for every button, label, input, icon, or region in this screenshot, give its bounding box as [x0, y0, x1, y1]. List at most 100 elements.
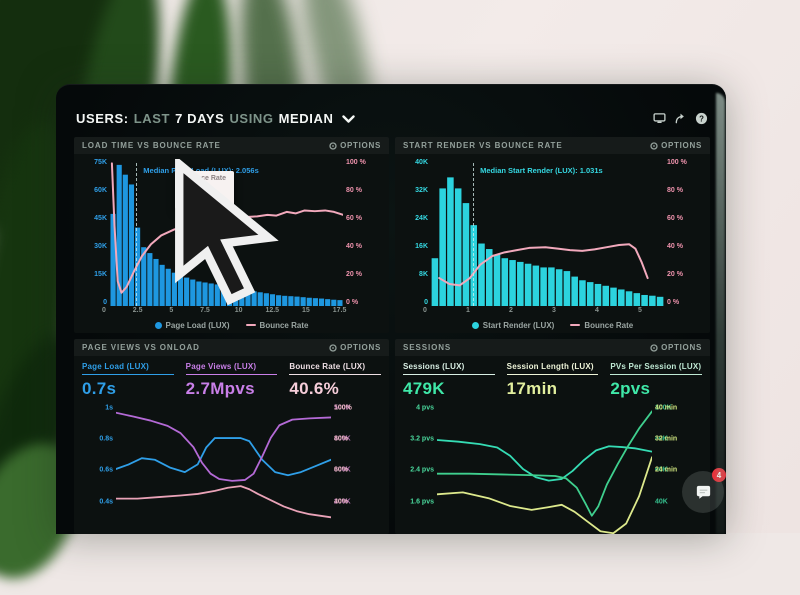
laptop-screen: USERS: LAST 7 DAYS USING MEDIAN [56, 84, 726, 534]
x-tick-label: 4 [594, 307, 599, 314]
load-time-chart: Median Page Load (LUX): 2.056s Bounce Ra… [110, 159, 343, 306]
share-icon[interactable] [674, 112, 687, 125]
legend-label: Bounce Rate [259, 320, 309, 330]
display-icon[interactable] [653, 112, 666, 125]
x-tick-label: 3 [551, 307, 556, 314]
panel-page-views-header: PAGE VIEWS VS ONLOAD OPTIONS [74, 339, 389, 356]
panel-start-render: START RENDER VS BOUNCE RATE OPTIONS 40K 3… [395, 137, 710, 333]
options-gear-icon [329, 141, 337, 150]
help-icon[interactable]: ? [695, 112, 708, 125]
axis-label: 60K [94, 187, 107, 194]
metric-value: 2pvs [610, 379, 651, 398]
x-tick-label: 15 [302, 307, 310, 314]
panel-title: LOAD TIME VS BOUNCE RATE [82, 141, 221, 150]
axis-label: 200K [334, 498, 351, 505]
legend-item: Start Render (LUX) [471, 321, 554, 330]
metrics-row: Page Load (LUX) 0.7s Page Views (LUX) 2.7Mp… [74, 356, 389, 402]
chart-row: 4 pvs 3.2 pvs 2.4 pvs 1.6 pvs 100K 40 min 80K… [395, 402, 710, 534]
options-button[interactable]: OPTIONS [329, 141, 381, 150]
chat-bubble-icon [696, 485, 710, 499]
axis-label: 20 % [667, 271, 683, 278]
axis-label: 15K [94, 271, 107, 278]
legend-line-swatch [570, 324, 581, 326]
legend-item: Bounce Rate [570, 321, 633, 330]
options-button[interactable]: OPTIONS [650, 141, 702, 150]
axis-label: 80% [334, 435, 349, 443]
axis-label: 80K [655, 435, 668, 443]
axis-label: 0 [103, 299, 107, 306]
axis-label: 4 pvs [416, 404, 434, 412]
axis-label: 40% [334, 498, 349, 505]
axis-label: 16K [415, 243, 428, 250]
metric-block: Bounce Rate (LUX) 40.6% [289, 362, 382, 399]
axis-label: 300K [334, 466, 351, 474]
axis-label: 40 % [667, 243, 683, 250]
dashboard: USERS: LAST 7 DAYS USING MEDIAN [74, 105, 710, 534]
x-tick-label: 7.5 [200, 307, 210, 314]
panel-title: START RENDER VS BOUNCE RATE [403, 141, 563, 150]
x-tick-label: 5 [637, 307, 642, 314]
axis-label: 0 % [667, 299, 680, 306]
options-label: OPTIONS [340, 343, 381, 352]
title-prefix: USERS: [76, 110, 129, 126]
axis-label: 3.2 pvs [410, 435, 434, 443]
title-range-label: LAST [133, 110, 171, 126]
axis-label: 0.4s [99, 498, 113, 505]
legend: Start Render (LUX) Bounce Rate [395, 317, 710, 333]
median-dashed-line [473, 163, 475, 306]
legend-label: Bounce Rate [584, 320, 634, 330]
axis-label: 32K [415, 187, 428, 194]
title-range-value: 7 DAYS [175, 110, 225, 126]
header-icons: ? [653, 112, 708, 125]
metric-label: Page Views (LUX) [185, 362, 278, 375]
options-gear-icon [650, 141, 658, 150]
axis-label: 60% [334, 466, 349, 474]
screen-reflection [716, 93, 725, 534]
metric-block: Session Length (LUX) 17min [506, 362, 599, 399]
panel-load-time: LOAD TIME VS BOUNCE RATE OPTIONS 75K 60K 4… [74, 137, 389, 333]
x-tick-label: 12.5 [265, 307, 280, 314]
metrics-row: Sessions (LUX) 479K Session Length (LUX) 17… [395, 356, 710, 402]
axis-label: 30K [94, 243, 107, 250]
panel-sessions: SESSIONS OPTIONS Sessions (LUX) 479K Sessi… [395, 339, 710, 534]
panel-load-time-header: LOAD TIME VS BOUNCE RATE OPTIONS [74, 137, 389, 154]
axis-label: 60 % [667, 215, 683, 222]
axis-label: 80 % [346, 187, 362, 194]
metric-block: Page Load (LUX) 0.7s [82, 362, 174, 399]
chart-row: 1s 0.8s 0.6s 0.4s 500K 100% 400K 80% 300K 60% 200… [74, 402, 389, 534]
legend-label: Page Load (LUX) [165, 320, 230, 330]
sessions-chart [437, 404, 652, 534]
x-axis: 0 1 2 3 4 5 [423, 306, 670, 317]
panel-sessions-header: SESSIONS OPTIONS [395, 339, 710, 356]
mouse-cursor-icon [175, 159, 279, 306]
svg-text:?: ? [699, 114, 704, 123]
options-button[interactable]: OPTIONS [650, 343, 702, 352]
legend: Page Load (LUX) Bounce Rate [74, 317, 389, 333]
axis-label: 100 % [667, 159, 687, 166]
legend-item: Page Load (LUX) [154, 320, 230, 330]
axis-label: 60 % [346, 215, 362, 222]
metric-block: PVs Per Session (LUX) 2pvs [610, 362, 703, 399]
metric-value: 479K [403, 379, 445, 398]
metric-block: Sessions (LUX) 479K [403, 362, 495, 399]
metric-label: Session Length (LUX) [506, 362, 599, 375]
axis-label: 500K [334, 404, 351, 412]
axis-label: 100 % [346, 159, 366, 166]
metric-label: PVs Per Session (LUX) [610, 362, 703, 375]
y-axis-right: 100 % 80 % 60 % 40 % 20 % 0 % [343, 159, 385, 306]
chart-row: 75K 60K 45K 30K 15K 0 Median Page Load (LUX):… [74, 154, 389, 306]
users-range-dropdown[interactable]: USERS: LAST 7 DAYS USING MEDIAN [76, 111, 355, 126]
x-tick-label: 17.5 [332, 307, 347, 314]
axis-label: 100% [334, 404, 352, 412]
axis-label: 75K [94, 159, 107, 166]
axis-label: 1.6 pvs [410, 498, 434, 505]
x-tick-label: 10 [234, 307, 243, 314]
x-tick-label: 2.5 [132, 307, 143, 314]
options-button[interactable]: OPTIONS [329, 343, 381, 352]
chevron-down-icon [341, 115, 355, 123]
axis-label: 45K [94, 215, 107, 222]
tooltip-label: Bounce Rate [183, 174, 227, 182]
axis-label: 2.4 pvs [410, 466, 434, 474]
axis-label: 40 % [346, 243, 362, 250]
panel-page-views: PAGE VIEWS VS ONLOAD OPTIONS Page Load (… [74, 339, 389, 534]
